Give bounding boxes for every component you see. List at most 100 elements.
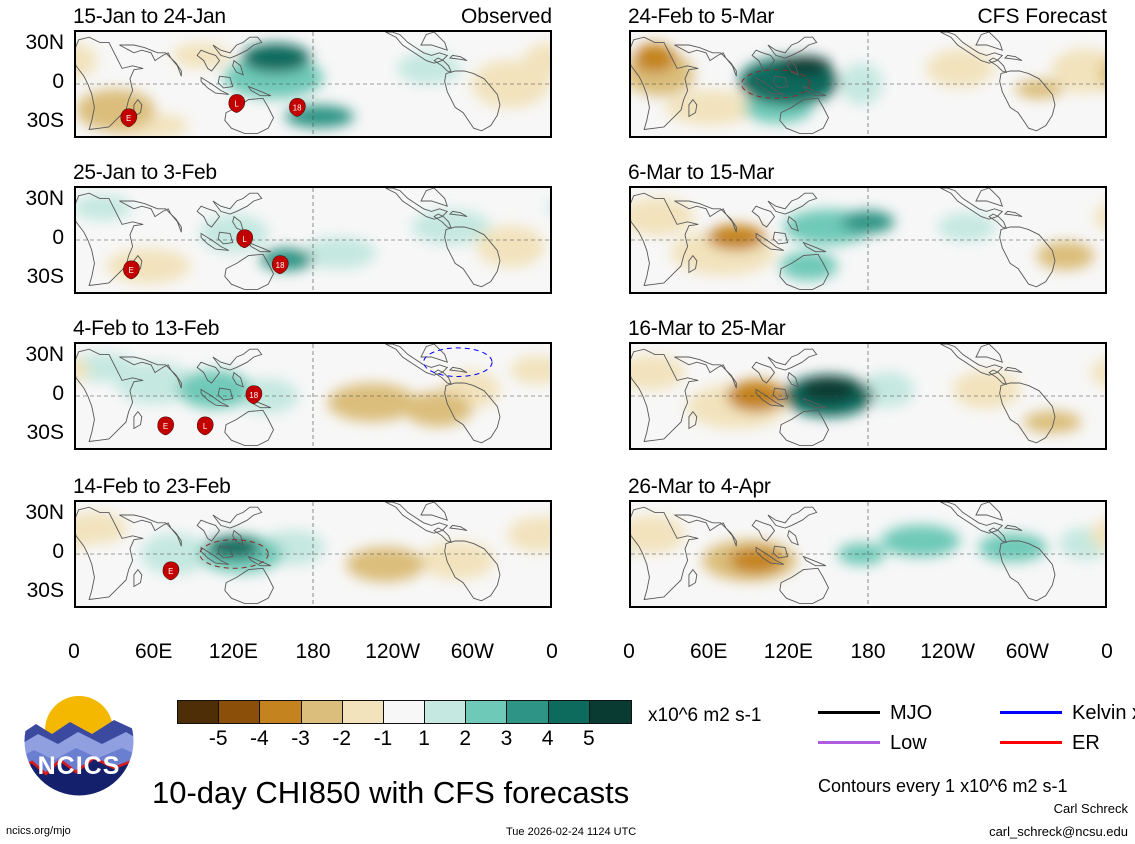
storm-marker: E [123, 261, 139, 279]
x-tick-label: 120E [208, 640, 258, 663]
anomaly-region [476, 225, 545, 268]
y-tick-label: 30N [25, 187, 64, 210]
anomaly-region [707, 224, 766, 251]
x-tick-label: 60W [1005, 640, 1049, 663]
colorbar-segment [425, 701, 467, 723]
colorbar-tick-label: -4 [250, 727, 269, 750]
y-tick-label: 30S [26, 265, 64, 288]
map-panel[interactable]: E L 18 [74, 30, 552, 138]
legend-line-kelvin-x2 [1000, 711, 1062, 714]
storm-label: E [163, 422, 168, 431]
map-panel[interactable]: E L 18 [74, 342, 552, 450]
anomaly-region [403, 391, 473, 427]
panel-title: 14-Feb to 23-Feb [73, 475, 231, 498]
legend-label: Kelvin x2 [1072, 702, 1135, 724]
anomaly-region [779, 251, 838, 281]
main-title: 10-day CHI850 with CFS forecasts [152, 775, 630, 810]
colorbar-tick-label: 4 [541, 727, 554, 750]
wave-contour [742, 70, 810, 99]
contour-interval-note: Contours every 1 x10^6 m2 s-1 [818, 776, 1068, 796]
anomaly-region [76, 194, 132, 221]
map-panel[interactable] [629, 342, 1107, 450]
x-tick-label: 60E [689, 640, 728, 663]
anomaly-region [837, 542, 886, 566]
x-tick-label: 60W [450, 640, 494, 663]
anomaly-region [841, 210, 895, 234]
anomaly-region [1090, 358, 1105, 388]
colorbar-segment [548, 701, 590, 723]
anomaly-region [115, 362, 195, 404]
generation-timestamp: Tue 2026-02-24 1124 UTC [506, 826, 637, 838]
anomaly-region [631, 354, 685, 391]
colorbar-tick-label: -3 [291, 727, 310, 750]
site-url[interactable]: ncics.org/mjo [6, 825, 71, 837]
anomaly-region [665, 89, 755, 126]
y-tick-label: 30S [26, 579, 64, 602]
anomaly-region [861, 371, 915, 408]
colorbar-tick-label: -1 [373, 727, 393, 750]
storm-marker: 18 [246, 386, 262, 404]
storm-label: E [168, 567, 173, 576]
storm-marker: 18 [289, 98, 305, 116]
anomaly-region [302, 236, 377, 270]
colorbar-segment [301, 701, 343, 723]
author-name: Carl Schreck [1053, 801, 1128, 816]
colorbar-tick-label: 3 [500, 727, 513, 750]
anomaly-region [978, 532, 1048, 563]
map-panel[interactable]: E L 18 [74, 186, 552, 294]
anomaly-region [1023, 410, 1082, 434]
y-tick-label: 30N [25, 501, 64, 524]
storm-marker: L [237, 230, 253, 248]
anomaly-region [507, 516, 550, 553]
colorbar [177, 700, 632, 724]
x-tick-label: 120W [365, 640, 421, 663]
panel-title: 15-Jan to 24-Jan [73, 5, 226, 28]
anomaly-region [106, 248, 191, 284]
anomaly-region [327, 383, 418, 422]
storm-label: L [234, 100, 239, 109]
ncics-logo[interactable]: NCICS [18, 684, 140, 802]
wave-contour [424, 348, 492, 377]
storm-label: L [242, 235, 247, 244]
x-tick-label: 180 [850, 640, 886, 663]
column-label-observed: Observed [460, 5, 552, 28]
panel-title: 4-Feb to 13-Feb [73, 317, 220, 340]
colorbar-segment [466, 701, 508, 723]
storm-label: L [203, 422, 208, 431]
x-tick-label: 120W [920, 640, 976, 663]
colorbar-tick-label: 2 [459, 727, 472, 750]
anomaly-region [881, 524, 961, 558]
y-tick-label: 0 [52, 382, 64, 405]
anomaly-region [199, 214, 269, 253]
y-tick-label: 30S [26, 421, 64, 444]
anomaly-region [778, 56, 832, 76]
anomaly-region [952, 370, 1021, 409]
storm-marker: E [121, 109, 137, 127]
x-tick-label: 60E [134, 640, 173, 663]
y-tick-label: 30N [25, 343, 64, 366]
anomaly-region [177, 370, 252, 409]
colorbar-segment [178, 701, 220, 723]
map-panel[interactable] [629, 500, 1107, 608]
anomaly-region [1036, 241, 1095, 271]
map-panel[interactable]: E [74, 500, 552, 608]
anomaly-region [1015, 79, 1063, 99]
map-panel[interactable] [629, 30, 1107, 138]
panel-title: 6-Mar to 15-Mar [628, 161, 775, 184]
anomaly-region [207, 536, 261, 559]
map-panel[interactable] [629, 186, 1107, 294]
anomaly-region [547, 202, 550, 213]
colorbar-segment [589, 701, 631, 723]
y-tick-label: 0 [52, 70, 64, 93]
storm-label: 18 [293, 104, 302, 113]
panel-title: 26-Mar to 4-Apr [628, 475, 771, 498]
legend-line-low [818, 741, 880, 744]
anomaly-region [727, 379, 786, 413]
storm-marker: L [229, 94, 245, 112]
x-tick-label: 0 [546, 640, 558, 663]
colorbar-tick-label: -5 [208, 727, 228, 750]
y-tick-label: 0 [52, 226, 64, 249]
panel-title: 16-Mar to 25-Mar [628, 317, 786, 340]
storm-marker: L [197, 417, 213, 435]
anomaly-region [840, 63, 883, 105]
